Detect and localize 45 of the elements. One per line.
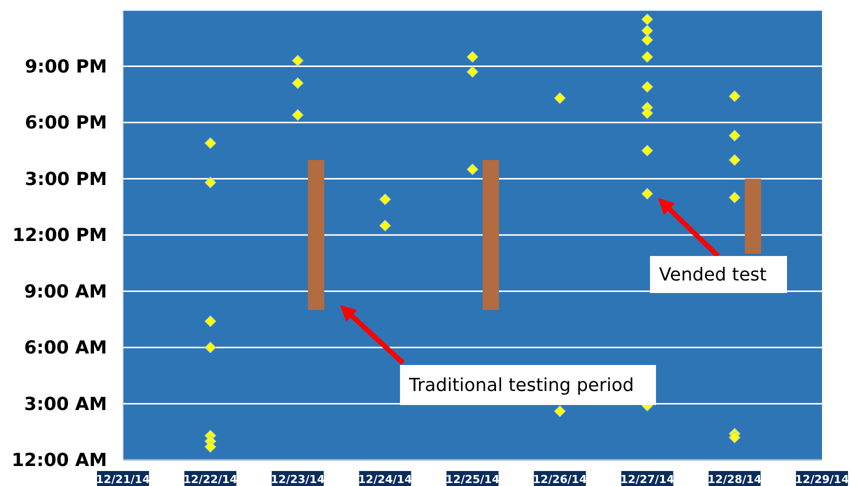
point xyxy=(466,66,478,78)
point xyxy=(641,14,654,26)
point xyxy=(379,220,391,232)
point xyxy=(728,90,740,102)
annotation: Traditional testing period xyxy=(408,375,634,396)
point xyxy=(728,432,740,444)
point xyxy=(554,92,566,104)
point xyxy=(641,144,654,156)
x-tick-label: 12/26/14 xyxy=(532,473,588,486)
point xyxy=(204,441,216,453)
point xyxy=(466,164,478,176)
annotation: Vended test xyxy=(659,264,767,286)
point xyxy=(728,154,740,166)
point xyxy=(641,24,654,36)
x-tick-label: 12/23/14 xyxy=(270,473,326,486)
point xyxy=(641,81,654,93)
point xyxy=(641,188,654,200)
x-tick-label: 12/27/14 xyxy=(620,473,675,486)
point xyxy=(641,107,654,119)
y-tick-label: 6:00 PM xyxy=(24,112,107,134)
x-tick-label: 12/21/14 xyxy=(96,473,150,486)
y-tick-label: 3:00 PM xyxy=(24,168,107,190)
point xyxy=(466,51,478,63)
point xyxy=(728,192,740,204)
x-tick-label: 12/29/14 xyxy=(795,473,850,486)
y-tick-label: 12:00 AM xyxy=(12,450,107,471)
x-tick-label: 12/22/14 xyxy=(183,473,238,486)
point xyxy=(204,176,216,188)
y-tick-label: 12:00 PM xyxy=(12,225,107,246)
y-tick-label: 9:00 AM xyxy=(24,281,107,302)
point xyxy=(204,342,216,354)
point xyxy=(292,54,304,66)
point xyxy=(204,315,216,328)
point xyxy=(641,34,654,46)
point xyxy=(292,77,304,89)
point xyxy=(554,405,566,418)
y-tick-label: 3:00 AM xyxy=(24,394,107,415)
point xyxy=(379,194,391,206)
point xyxy=(641,51,654,63)
point xyxy=(728,130,740,142)
y-tick-label: 9:00 PM xyxy=(24,56,107,78)
point xyxy=(292,109,304,121)
x-tick-label: 12/25/14 xyxy=(446,473,500,486)
point xyxy=(204,137,216,149)
y-tick-label: 6:00 AM xyxy=(24,338,107,358)
